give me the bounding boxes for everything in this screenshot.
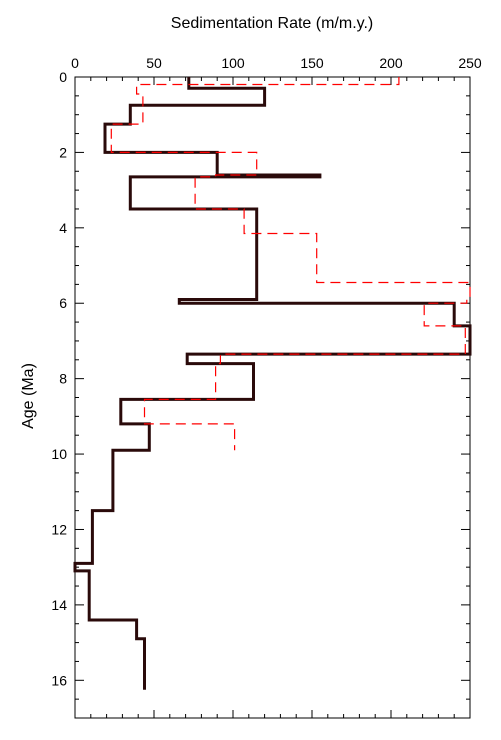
y-axis-title: Age (Ma) bbox=[20, 363, 37, 429]
x-tick-label: 250 bbox=[458, 55, 482, 71]
y-tick-label: 6 bbox=[59, 295, 67, 311]
y-tick-label: 10 bbox=[51, 446, 67, 462]
y-tick-label: 12 bbox=[51, 521, 67, 537]
plot-frame bbox=[74, 76, 471, 719]
y-tick-label: 0 bbox=[59, 69, 67, 85]
y-tick-label: 4 bbox=[59, 220, 67, 236]
y-tick-label: 14 bbox=[51, 597, 67, 613]
x-axis-title: Sedimentation Rate (m/m.y.) bbox=[171, 15, 373, 32]
series-dashed-red bbox=[110, 77, 471, 451]
x-tick-label: 0 bbox=[71, 55, 79, 71]
series-solid-dark bbox=[73, 77, 472, 690]
x-tick-label: 50 bbox=[146, 55, 162, 71]
y-tick-label: 2 bbox=[59, 144, 67, 160]
y-tick-label: 16 bbox=[51, 672, 67, 688]
x-tick-label: 100 bbox=[221, 55, 245, 71]
plot-area: 0 50 100 150 200 250 0 2 4 6 8 10 12 14 16 bbox=[51, 55, 482, 719]
y-tick-label: 8 bbox=[59, 371, 67, 387]
x-tick-label: 150 bbox=[300, 55, 324, 71]
x-tick-label: 200 bbox=[379, 55, 403, 71]
